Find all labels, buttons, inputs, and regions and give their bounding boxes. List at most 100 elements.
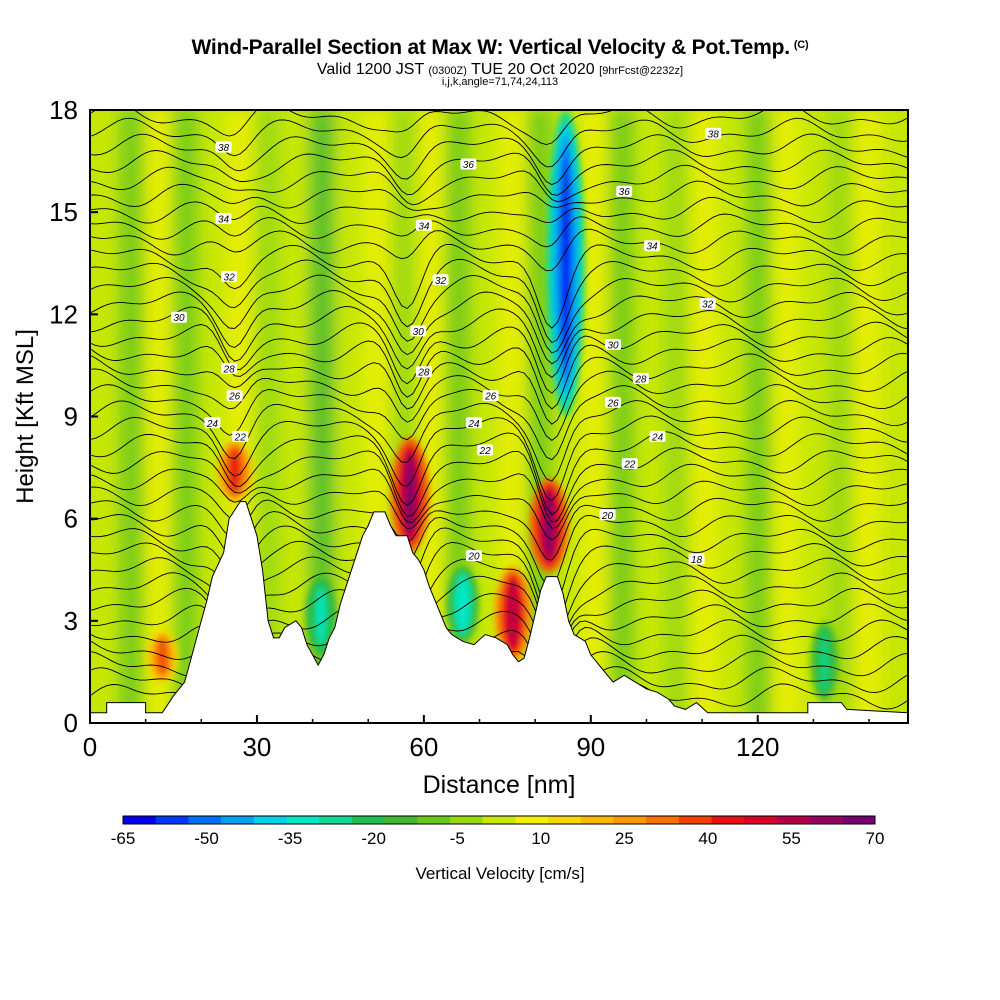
isentrope-labels: 38 36 38 36 34 34 34 32 32 32 30 30 30 28 28 28 26 26 26 24…	[171, 127, 722, 566]
isentrope-label: 30	[410, 325, 427, 338]
isentrope-label: 24	[649, 430, 666, 443]
isentrope-line	[90, 228, 908, 272]
colorbar-tick-label: 10	[531, 829, 550, 848]
colorbar-swatch	[744, 816, 778, 824]
isentrope-line	[90, 133, 908, 186]
isentrope-label: 32	[432, 274, 449, 287]
svg-text:34: 34	[646, 242, 658, 253]
svg-text:32: 32	[435, 276, 447, 287]
subtitle-date: TUE 20 Oct 2020	[471, 61, 595, 78]
isentrope-label: 28	[632, 373, 649, 386]
colorbar-swatch	[482, 816, 516, 824]
colorbar-swatch	[221, 816, 255, 824]
colorbar-tick-label: -50	[194, 829, 219, 848]
svg-text:22: 22	[234, 432, 247, 443]
colorbar-swatch	[253, 816, 287, 824]
isentrope-label: 36	[616, 185, 633, 198]
isentrope-label: 32	[221, 270, 238, 283]
colorbar-swatch	[155, 816, 189, 824]
colorbar-swatch	[188, 816, 222, 824]
colorbar-swatch	[384, 816, 418, 824]
colorbar-swatch	[580, 816, 614, 824]
colorbar-swatch	[842, 816, 876, 824]
y-tick-label: 12	[49, 299, 78, 329]
colorbar-tick-label: -5	[450, 829, 465, 848]
chart-subtitle: Valid 1200 JST (0300Z) TUE 20 Oct 2020 […	[0, 61, 1000, 79]
svg-text:28: 28	[634, 375, 647, 386]
isentrope-line	[90, 164, 908, 206]
isentrope-label: 34	[415, 219, 432, 232]
isentrope-label: 30	[605, 338, 622, 351]
x-tick-label: 90	[576, 732, 605, 762]
colorbar-swatch	[646, 816, 680, 824]
colorbar-tick-label: 70	[866, 829, 885, 848]
svg-text:30: 30	[173, 313, 185, 324]
isentrope-line	[90, 305, 908, 378]
subtitle-utc: (0300Z)	[428, 65, 467, 77]
colorbar-swatch	[417, 816, 451, 824]
colorbar-swatch	[515, 816, 549, 824]
colorbar-tick-label: -20	[361, 829, 386, 848]
svg-text:38: 38	[218, 143, 230, 154]
y-tick-label: 6	[64, 504, 78, 534]
colorbar-swatch	[613, 816, 647, 824]
svg-text:26: 26	[607, 398, 620, 409]
isentrope-line	[90, 352, 908, 425]
isentrope-label: 24	[465, 417, 482, 430]
isentrope-line	[90, 180, 908, 211]
colorbar-tick-label: 25	[615, 829, 634, 848]
svg-text:22: 22	[479, 446, 492, 457]
isentrope-line	[90, 274, 908, 354]
svg-text:34: 34	[418, 221, 430, 232]
subtitle-fcst: [9hrFcst@2232z]	[599, 65, 684, 77]
isentrope-label: 20	[465, 550, 482, 563]
svg-text:26: 26	[228, 392, 241, 403]
isentrope-label: 22	[621, 458, 638, 471]
chart-title: Wind-Parallel Section at Max W: Vertical…	[191, 36, 809, 59]
svg-text:34: 34	[218, 214, 230, 225]
isentrope-line	[90, 213, 908, 248]
colorbar-swatch	[776, 816, 811, 824]
isentrope-label: 34	[644, 240, 661, 253]
isentrope-line	[90, 290, 908, 365]
isentrope-label: 30	[171, 311, 188, 324]
isentrope-line	[90, 243, 908, 329]
y-tick-label: 15	[49, 197, 78, 227]
colorbar-label: Vertical Velocity [cm/s]	[415, 864, 585, 883]
colorbar-tick-label: 55	[782, 829, 801, 848]
svg-text:22: 22	[623, 460, 636, 471]
svg-text:28: 28	[223, 364, 236, 375]
colorbar-tick-label: -65	[111, 829, 136, 848]
x-tick-label: 0	[83, 732, 97, 762]
svg-text:20: 20	[601, 511, 614, 522]
isentrope-label: 26	[226, 390, 243, 403]
colorbar-swatch	[809, 816, 843, 824]
isentrope-line	[90, 384, 908, 461]
isentrope-line	[90, 480, 908, 541]
isentrope-label: 22	[477, 444, 494, 457]
chart-subtitle-2: i,j,k,angle=71,74,24,113	[441, 76, 559, 88]
colorbar: -65 -50 -35 -20 -5 10 25 40 55 70	[111, 815, 885, 848]
svg-text:26: 26	[484, 392, 497, 403]
isentrope-label: 28	[415, 366, 432, 379]
svg-text:18: 18	[691, 555, 703, 566]
colorbar-swatch	[319, 816, 353, 824]
isentrope-label: 38	[215, 141, 232, 154]
isentrope-line	[90, 463, 908, 529]
colorbar-swatch	[678, 816, 713, 824]
svg-text:32: 32	[224, 272, 236, 283]
svg-text:30: 30	[608, 340, 620, 351]
svg-text:36: 36	[463, 160, 475, 171]
svg-text:38: 38	[708, 129, 720, 140]
isentrope-label: 26	[482, 390, 499, 403]
isentrope-line	[90, 259, 908, 344]
isentrope-line	[90, 431, 908, 516]
svg-text:30: 30	[413, 327, 425, 338]
svg-text:24: 24	[651, 432, 664, 443]
svg-text:28: 28	[417, 368, 430, 379]
isentrope-label: 34	[215, 212, 232, 225]
x-tick-label: 30	[242, 732, 271, 762]
svg-text:24: 24	[206, 419, 219, 430]
isentrope-label: 20	[599, 509, 616, 522]
